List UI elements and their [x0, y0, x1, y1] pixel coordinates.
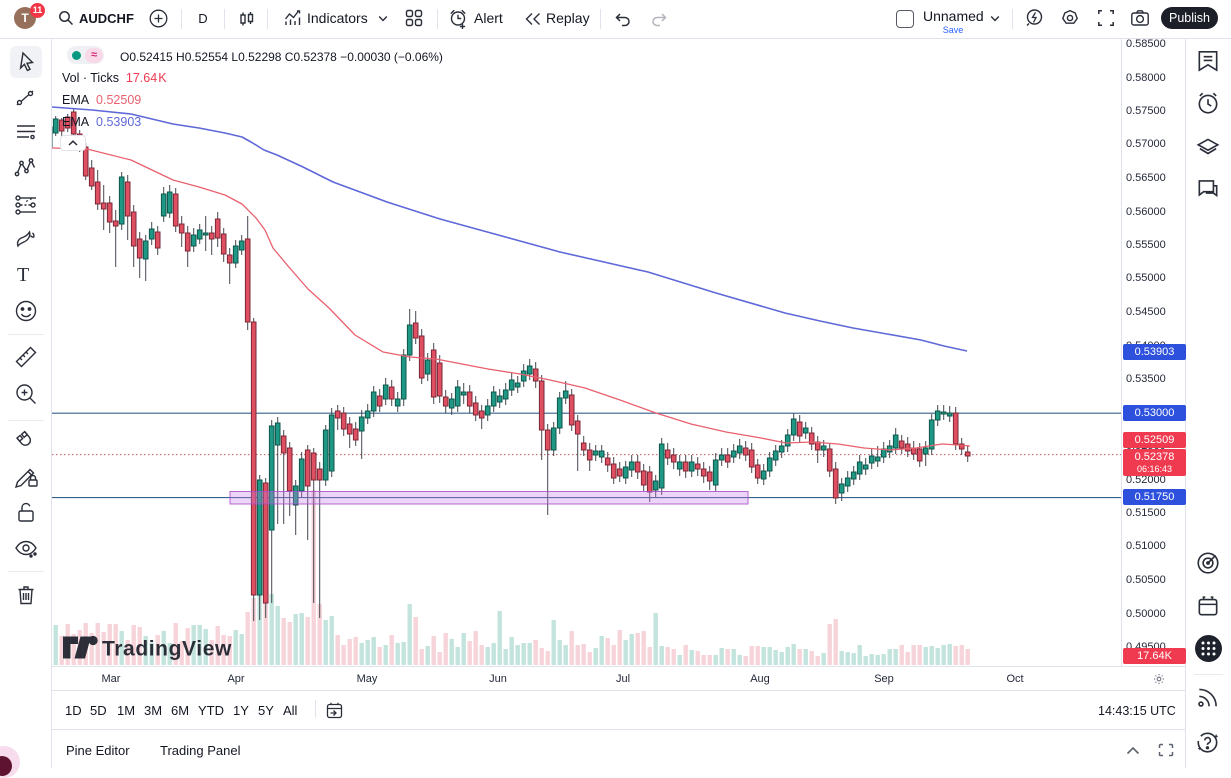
- svg-text:TradingView: TradingView: [102, 638, 232, 661]
